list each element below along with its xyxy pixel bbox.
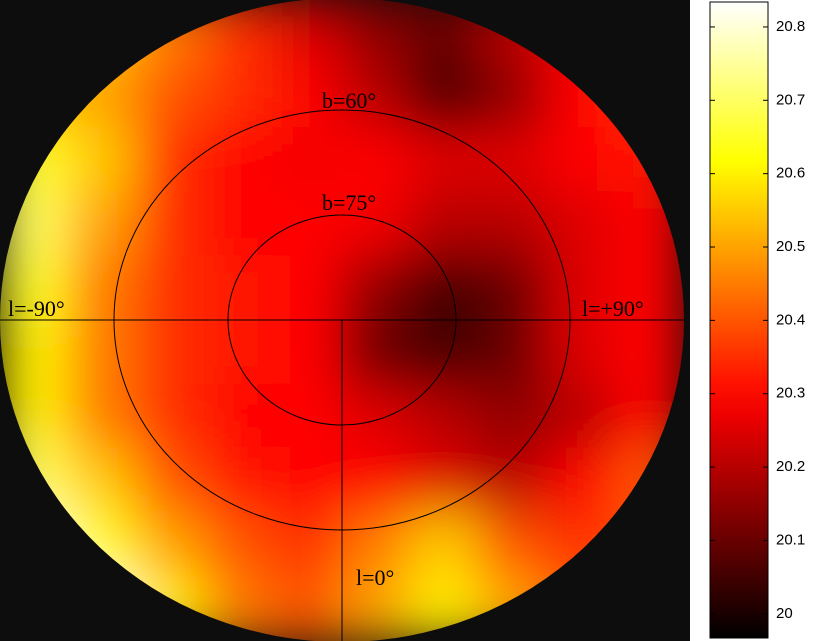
heatmap-cell bbox=[409, 191, 480, 258]
heatmap-cell bbox=[204, 127, 275, 194]
heatmap-cell bbox=[477, 511, 549, 578]
heatmap-cell bbox=[272, 63, 343, 130]
heatmap-cell bbox=[546, 447, 617, 514]
heatmap-cell bbox=[614, 319, 684, 386]
heatmap-cell bbox=[341, 383, 412, 450]
heatmap-cell bbox=[67, 319, 138, 386]
heatmap-cell bbox=[477, 383, 549, 450]
heatmap-cell bbox=[135, 255, 207, 322]
heatmap-cell bbox=[135, 63, 207, 130]
heatmap-cell bbox=[341, 127, 412, 194]
colorbar-tick-label: 20.8 bbox=[776, 18, 805, 35]
colorbar bbox=[709, 1, 769, 639]
heatmap-cell bbox=[135, 511, 207, 578]
heatmap-cell bbox=[135, 383, 207, 450]
heatmap-cell bbox=[0, 255, 70, 322]
colorbar-tick-label: 20.1 bbox=[776, 531, 805, 548]
heatmap-cell bbox=[477, 63, 549, 130]
colorbar-tick-label: 20.5 bbox=[776, 238, 805, 255]
heatmap-cell bbox=[341, 191, 412, 258]
annotation: l=+90° bbox=[582, 296, 644, 321]
heatmap-cell bbox=[204, 319, 275, 386]
annotation: l=-90° bbox=[8, 296, 65, 321]
heatmap-cell bbox=[67, 383, 138, 450]
heatmap-cell bbox=[546, 127, 617, 194]
heatmap-cell bbox=[409, 383, 480, 450]
heatmap-cell bbox=[477, 319, 549, 386]
heatmap-cell bbox=[341, 63, 412, 130]
annotation: l=0° bbox=[356, 565, 394, 590]
heatmap-cell bbox=[546, 191, 617, 258]
heatmap-cell bbox=[204, 255, 275, 322]
heatmap-cell bbox=[272, 255, 343, 322]
heatmap-cell bbox=[204, 447, 275, 514]
colorbar-tick-label: 20.2 bbox=[776, 458, 805, 475]
heatmap-cell bbox=[135, 319, 207, 386]
heatmap-cell bbox=[0, 319, 70, 386]
heatmap-cell bbox=[341, 319, 412, 386]
heatmap-cell bbox=[341, 255, 412, 322]
heatmap-cell bbox=[546, 255, 617, 322]
heatmap-cell bbox=[409, 319, 480, 386]
heatmap-cell bbox=[409, 127, 480, 194]
heatmap-cell bbox=[204, 383, 275, 450]
colorbar-tick-label: 20.7 bbox=[776, 91, 805, 108]
heatmap-cell bbox=[409, 63, 480, 130]
heatmap-cell bbox=[272, 383, 343, 450]
heatmap-cell bbox=[409, 447, 480, 514]
heatmap-cell bbox=[67, 191, 138, 258]
annotation: b=60° bbox=[322, 88, 376, 113]
heatmap-cell bbox=[272, 447, 343, 514]
heatmap-cell bbox=[272, 575, 343, 641]
heatmap-cell bbox=[477, 191, 549, 258]
graticule bbox=[0, 109, 684, 641]
colorbar-tick-label: 20 bbox=[776, 605, 793, 622]
heatmap-cell bbox=[67, 447, 138, 514]
heatmap-cell bbox=[204, 511, 275, 578]
annotation: b=75° bbox=[322, 190, 376, 215]
colorbar-tick-label: 20.3 bbox=[776, 385, 805, 402]
heatmap-cell bbox=[272, 511, 343, 578]
heatmap-cell bbox=[477, 255, 549, 322]
heatmap-cell bbox=[341, 447, 412, 514]
colorbar-tick-label: 20.4 bbox=[776, 311, 805, 328]
heatmap-cell bbox=[135, 127, 207, 194]
heatmap-cell bbox=[67, 255, 138, 322]
heatmap-cell bbox=[614, 255, 684, 322]
heatmap-cell bbox=[409, 511, 480, 578]
heatmap-cell bbox=[272, 319, 343, 386]
annotations: b=60° b=75° l=-90° l=+90° l=0° bbox=[8, 88, 644, 590]
heatmap-cell bbox=[546, 383, 617, 450]
heatmap-cell bbox=[341, 0, 412, 66]
heatmap-cell bbox=[204, 63, 275, 130]
heatmap-cell bbox=[135, 191, 207, 258]
colorbar-axis: 20 20.1 20.2 20.3 20.4 20.5 20.6 20.7 20.8 bbox=[710, 18, 805, 622]
heatmap-cell bbox=[546, 319, 617, 386]
heatmap-cell bbox=[341, 575, 412, 641]
heatmap-cell bbox=[477, 127, 549, 194]
heatmap-cell bbox=[272, 0, 343, 66]
heatmap-cell bbox=[409, 255, 480, 322]
heatmap-cell bbox=[272, 127, 343, 194]
heatmap-cell bbox=[67, 127, 138, 194]
heatmap-cell bbox=[204, 191, 275, 258]
colorbar-tick-label: 20.6 bbox=[776, 165, 805, 182]
heatmap-cell bbox=[272, 191, 343, 258]
